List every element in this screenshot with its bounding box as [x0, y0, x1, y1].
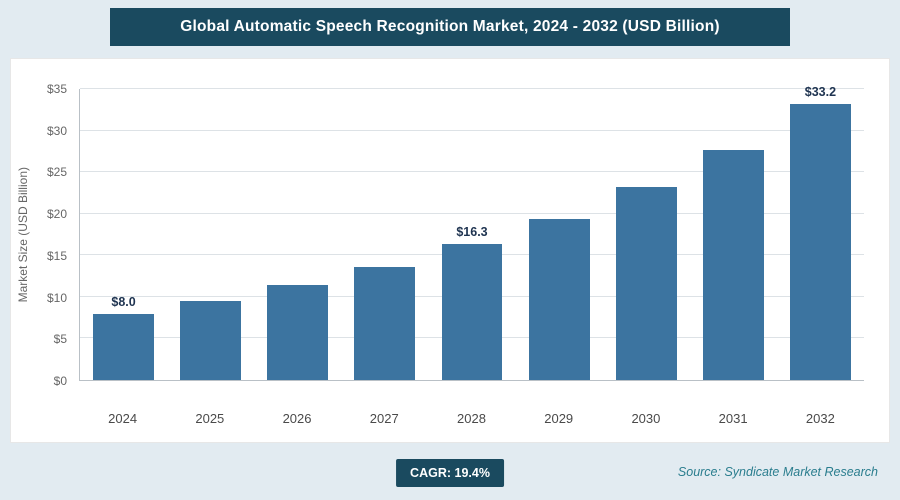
bar-2030: [615, 187, 677, 380]
gridline: [80, 212, 864, 214]
y-tick-label: $15: [46, 248, 67, 263]
chart-title: Global Automatic Speech Recognition Mark…: [180, 18, 720, 35]
bar-slot: $8.0: [80, 89, 167, 380]
x-tick-label: 2028: [457, 411, 486, 426]
bar-slot: [603, 89, 690, 380]
x-tick-label: 2026: [282, 411, 312, 426]
bar-2028: [441, 244, 503, 380]
bar-slot: [167, 89, 254, 380]
value-label-2024: $8.0: [111, 294, 136, 309]
bar-slot: [516, 89, 603, 380]
y-tick-label: $30: [46, 123, 67, 138]
y-tick-label: $10: [46, 290, 67, 305]
gridline: [80, 171, 864, 173]
gridline: [80, 129, 864, 131]
value-label-2032: $33.2: [804, 84, 837, 99]
x-tick-label: 2030: [631, 411, 661, 426]
bar-2027: [354, 266, 416, 380]
x-tick-label: 2024: [108, 411, 138, 426]
y-tick-label: $5: [53, 332, 67, 347]
x-tick-label: 2032: [805, 411, 835, 426]
chart-title-banner: Global Automatic Speech Recognition Mark…: [110, 8, 790, 46]
x-tick-label: 2029: [544, 411, 574, 426]
bar-2025: [180, 301, 242, 380]
y-tick-label: $25: [46, 165, 67, 180]
bars: $8.0 $16.3 $33.2: [80, 85, 864, 380]
x-axis-labels: 2024 2025 2026 2027 2028 2029 2030 2031 2032: [79, 411, 864, 426]
bar-2031: [702, 149, 764, 380]
x-tick-label: 2025: [195, 411, 225, 426]
gridline: [80, 88, 864, 89]
y-tick-label: $35: [46, 82, 67, 96]
bar-slot: [690, 89, 777, 380]
x-tick-label: 2027: [369, 411, 399, 426]
source-text: Source: Syndicate Market Research: [677, 465, 878, 479]
chart-card: Market Size (USD Billion) $0 $5 $10 $15 $20 $…: [10, 58, 890, 443]
bar-slot: $33.2: [777, 85, 864, 380]
cagr-badge: CAGR: 19.4%: [396, 459, 504, 487]
y-tick-label: $20: [46, 207, 67, 222]
bar-2026: [267, 285, 329, 380]
x-tick-label: 2031: [718, 411, 748, 426]
chart-footer: CAGR: 19.4% Source: Syndicate Market Res…: [0, 447, 900, 500]
bar-slot: [341, 89, 428, 380]
y-axis-ticks: $0 $5 $10 $15 $20 $25 $30 $35: [35, 82, 73, 388]
y-axis-title: Market Size (USD Billion): [16, 167, 30, 303]
bar-2024: [93, 313, 155, 380]
bar-slot: $16.3: [428, 89, 515, 380]
bar-slot: [254, 89, 341, 380]
plot-area: $8.0 $16.3 $33.2: [79, 85, 864, 381]
bar-2032: [789, 103, 851, 380]
bar-2029: [528, 218, 590, 380]
value-label-2028: $16.3: [456, 225, 488, 240]
y-tick-label: $0: [53, 374, 67, 388]
